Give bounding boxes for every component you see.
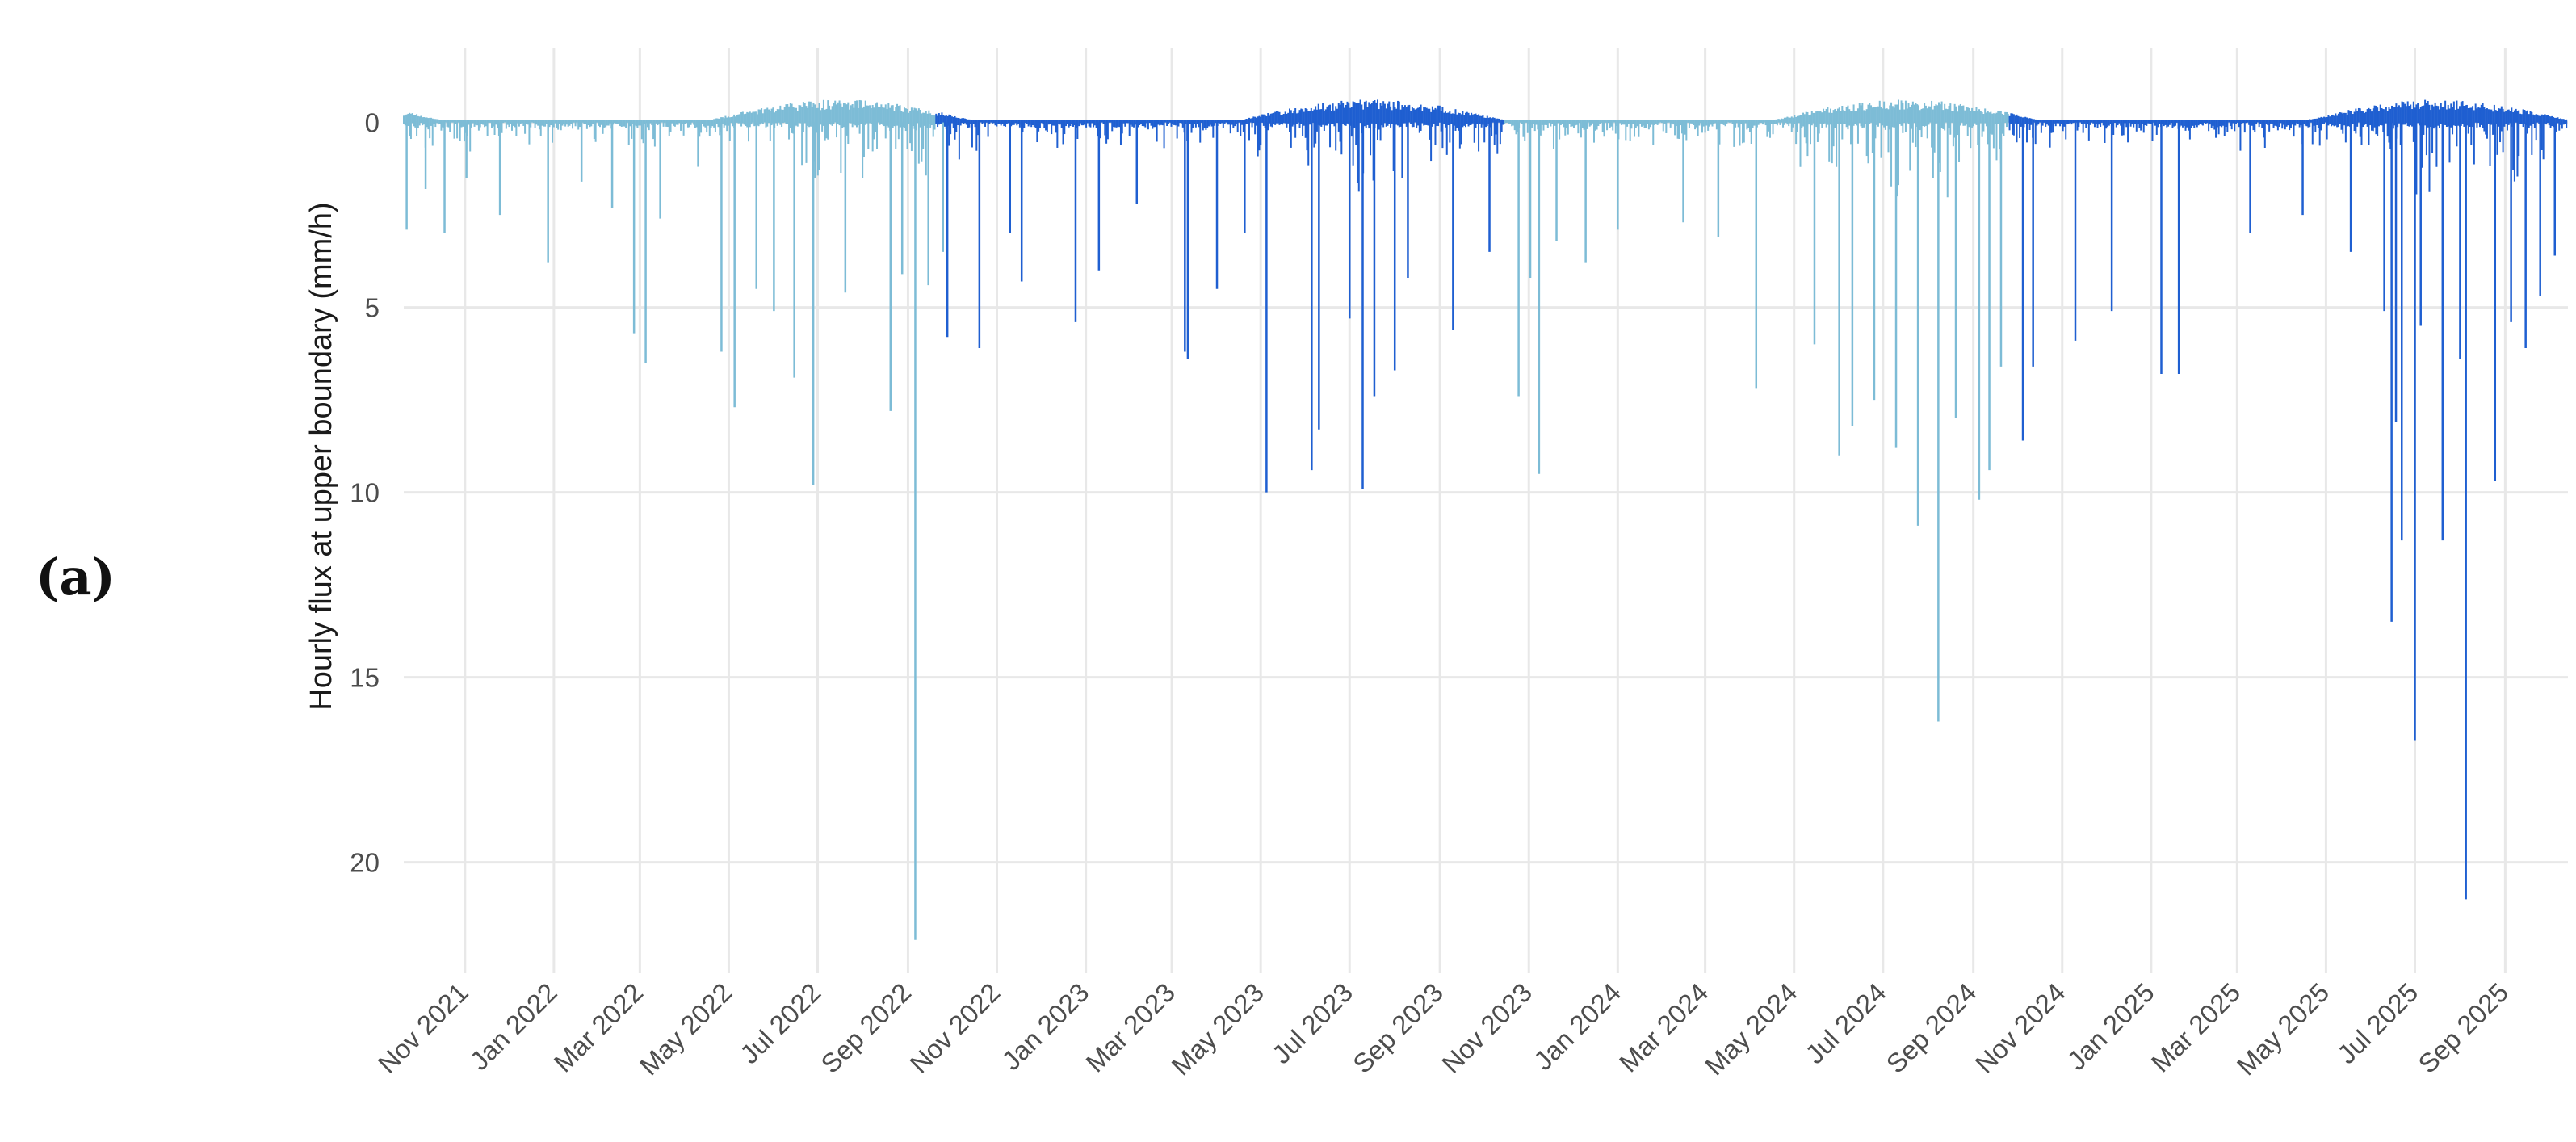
y-axis-ticks: 0 5 10 15 20 — [350, 108, 380, 878]
x-tick-label: Jan 2025 — [2062, 977, 2160, 1076]
y-tick-label: 5 — [365, 293, 380, 323]
x-tick-label: Mar 2025 — [2146, 977, 2247, 1078]
x-tick-label: May 2023 — [1165, 977, 1269, 1081]
x-tick-label: Mar 2023 — [1080, 977, 1181, 1078]
x-tick-label: Sep 2024 — [1881, 977, 1982, 1079]
x-tick-label: Sep 2022 — [815, 977, 917, 1079]
x-tick-label: Mar 2024 — [1613, 977, 1714, 1078]
y-axis-title: Hourly flux at upper boundary (mm/h) — [304, 202, 338, 710]
y-tick-label: 20 — [350, 848, 380, 878]
x-tick-label: Nov 2021 — [372, 977, 474, 1079]
x-tick-label: Jan 2023 — [996, 977, 1094, 1076]
flux-spikes — [405, 122, 2557, 940]
x-tick-label: Nov 2024 — [1970, 977, 2071, 1079]
y-tick-label: 15 — [350, 663, 380, 693]
x-tick-label: Nov 2022 — [904, 977, 1005, 1079]
x-tick-label: Jul 2023 — [1266, 977, 1358, 1069]
x-tick-label: Sep 2023 — [1347, 977, 1449, 1079]
x-tick-label: Sep 2025 — [2412, 977, 2514, 1079]
x-tick-label: May 2022 — [634, 977, 738, 1081]
x-tick-label: May 2024 — [1699, 977, 1803, 1081]
y-tick-label: 0 — [365, 108, 380, 138]
x-tick-label: Jul 2025 — [2331, 977, 2423, 1069]
x-tick-label: Jan 2024 — [1528, 977, 1626, 1076]
x-tick-label: Mar 2022 — [548, 977, 649, 1078]
grid-lines — [404, 48, 2568, 973]
panel-label: (a) — [36, 548, 115, 607]
x-tick-label: May 2025 — [2231, 977, 2335, 1081]
y-tick-label: 10 — [350, 478, 380, 508]
x-tick-label: Nov 2023 — [1436, 977, 1538, 1079]
x-tick-label: Jul 2024 — [1799, 977, 1891, 1069]
x-tick-label: Jan 2022 — [464, 977, 563, 1076]
x-tick-label: Jul 2022 — [734, 977, 826, 1069]
